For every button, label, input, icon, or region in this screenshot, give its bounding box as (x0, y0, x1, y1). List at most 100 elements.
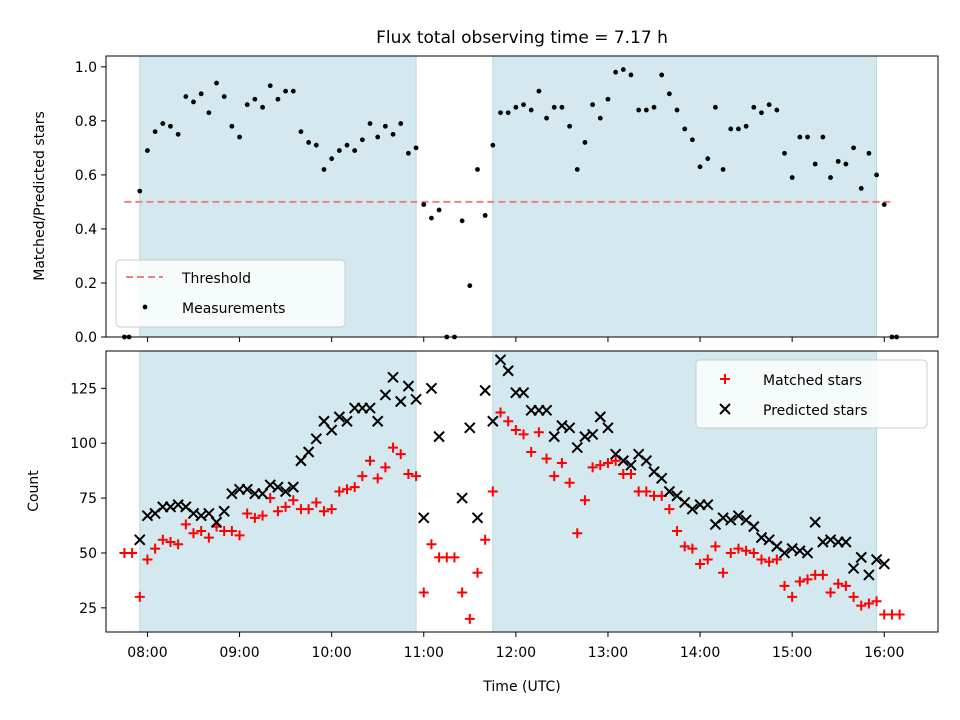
matched-star-point (403, 468, 414, 479)
y-tick-label: 0.6 (75, 168, 97, 184)
x-tick-label: 15:00 (772, 645, 812, 661)
predicted-star-point (732, 509, 745, 522)
matched-star-point (234, 530, 245, 541)
matched-star-point (771, 554, 782, 565)
predicted-star-point (725, 514, 737, 526)
measurement-point (789, 175, 795, 180)
matched-star-point (288, 495, 299, 506)
measurement-point (168, 123, 173, 129)
matched-star-point (449, 552, 460, 563)
matched-star-point (372, 473, 383, 484)
measurements-legend-label: Measurements (182, 301, 285, 317)
matched-star-point (257, 510, 268, 521)
matched-star-point (718, 567, 729, 578)
predicted-star-point (471, 512, 484, 524)
measurement-point (743, 123, 749, 129)
y-tick-label: 100 (70, 436, 97, 452)
predicted-star-point (433, 430, 445, 443)
measurement-point (705, 156, 711, 162)
top-y-ticks: 0.0 0.2 0.4 0.6 0.8 1.0 (75, 60, 106, 346)
x-tick-label: 16:00 (864, 645, 904, 661)
matched-star-point (802, 574, 813, 585)
measurement-point (482, 213, 488, 218)
predicted-star-point (479, 384, 491, 397)
measurement-point (467, 283, 473, 289)
x-axis-label: Time (UTC) (482, 679, 560, 695)
matched-star-point (541, 453, 552, 464)
measurement-point (643, 107, 649, 113)
measurement-point (237, 134, 242, 140)
matched-star-point (526, 446, 537, 457)
measurement-point (344, 142, 350, 148)
predicted-star-point (325, 424, 338, 436)
measurement-point (521, 102, 526, 108)
measurement-point (214, 80, 219, 86)
matched-star-point (679, 541, 690, 552)
y-tick-label: 25 (79, 601, 97, 617)
matched-star-point (157, 534, 168, 545)
measurement-point (490, 142, 496, 148)
y-tick-label: 75 (79, 491, 97, 507)
x-tick-label: 12:00 (496, 645, 536, 661)
measurement-point (375, 134, 381, 140)
predicted-star-point (218, 505, 230, 517)
matched-star-point (418, 587, 429, 598)
x-tick-label: 14:00 (680, 645, 720, 661)
matched-star-point (226, 526, 237, 537)
measurement-point (198, 91, 204, 97)
measurement-point (574, 167, 580, 172)
predicted-star-point (241, 483, 253, 496)
predicted-star-point (387, 371, 399, 384)
predicted-star-point (517, 387, 530, 399)
measurement-point (828, 175, 833, 180)
matched-star-point (334, 486, 345, 497)
measurement-point (244, 102, 250, 108)
measurement-point (636, 107, 642, 113)
measurement-point (720, 167, 726, 172)
predicted-star-point (655, 472, 668, 485)
measurement-point (881, 202, 887, 208)
matched-star-point (272, 506, 283, 517)
predicted-star-point (371, 415, 384, 427)
matched-star-point (134, 591, 145, 602)
x-tick-label: 13:00 (588, 645, 628, 661)
x-tick-label: 09:00 (219, 645, 259, 661)
measurement-point (674, 107, 680, 113)
matched-star-point (856, 600, 867, 611)
measurement-point (613, 69, 619, 75)
measurement-point (728, 126, 734, 132)
measurement-point (820, 134, 826, 140)
matched-star-point (426, 539, 437, 550)
predicted-star-point (563, 422, 576, 434)
measurement-point (306, 140, 312, 145)
x-tick-label: 08:00 (127, 645, 167, 661)
measurement-point (559, 104, 565, 110)
bottom-legend-box (695, 359, 928, 429)
matched-star-point (702, 554, 713, 565)
measurement-point (597, 115, 603, 121)
matched-star-point (326, 504, 337, 515)
measurement-point (413, 145, 419, 151)
measurement-point (582, 140, 588, 145)
measurement-point (321, 167, 327, 172)
matched-star-point (817, 569, 828, 580)
measurement-point (513, 104, 519, 110)
matched-star-point (242, 508, 253, 519)
predicted-star-point (134, 534, 146, 546)
measurement-point (843, 161, 849, 167)
measurement-point (382, 123, 388, 129)
measurement-point (697, 164, 703, 170)
predicted-star-point (279, 485, 292, 498)
matched-star-point (533, 427, 544, 438)
measurement-point (605, 96, 611, 102)
matched-star-point (357, 471, 368, 482)
bottom-x-ticks: 08:00 09:00 10:00 11:00 12:00 13:00 14:00 15:00… (127, 632, 904, 661)
matched-star-point (464, 613, 475, 624)
measurement-point (260, 104, 265, 110)
predicted-star-point (402, 380, 415, 392)
y-tick-label: 0.0 (75, 330, 97, 346)
predicted-star-point (540, 404, 553, 416)
predicted-star-point (878, 558, 890, 570)
matched-star-point (833, 578, 844, 589)
